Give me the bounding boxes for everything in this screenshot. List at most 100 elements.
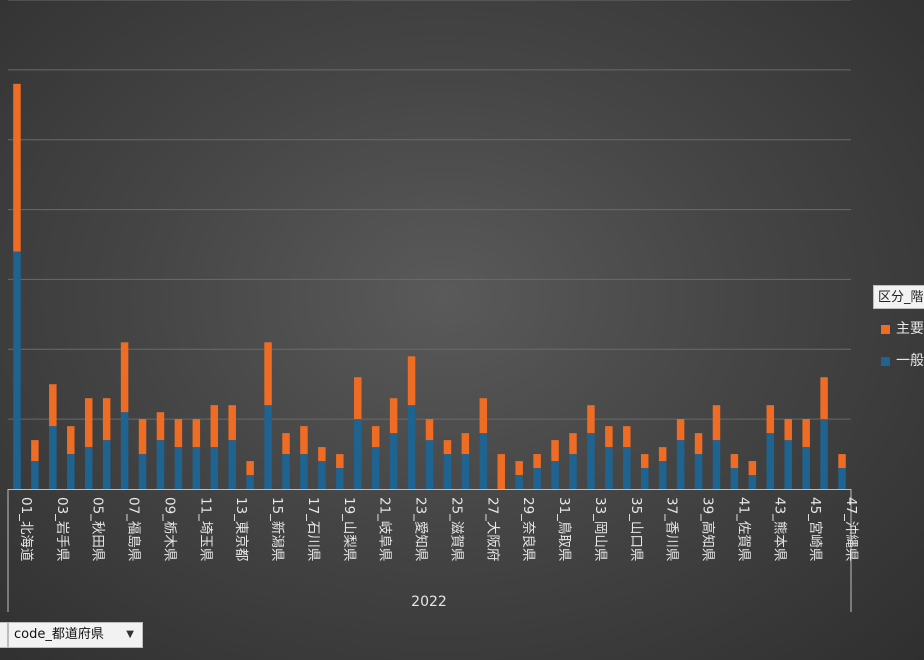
bar-general-41_佐賀県[interactable] — [730, 468, 739, 489]
bar-general-12_千葉県[interactable] — [210, 447, 219, 489]
bar-major-28_兵庫県[interactable] — [497, 454, 505, 489]
bar-general-17_石川県[interactable] — [300, 454, 308, 489]
filter-field-button-left[interactable] — [0, 622, 8, 648]
bar-major-39_高知県[interactable] — [694, 433, 703, 455]
bar-major-45_宮崎県[interactable] — [802, 419, 810, 448]
bar-general-06_山形県[interactable] — [102, 440, 111, 489]
bar-general-44_大分県[interactable] — [784, 440, 792, 489]
bar-major-22_静岡県[interactable] — [389, 398, 398, 434]
bar-major-21_岐阜県[interactable] — [371, 426, 380, 448]
x-tick-label: 05_秋田県 — [90, 497, 106, 561]
bar-general-38_愛媛県[interactable] — [676, 440, 685, 489]
bar-general-05_秋田県[interactable] — [84, 447, 93, 489]
bar-general-25_滋賀県[interactable] — [443, 454, 452, 489]
bar-general-29_奈良県[interactable] — [515, 475, 523, 489]
bar-general-03_岩手県[interactable] — [49, 426, 57, 489]
bar-major-07_福島県[interactable] — [120, 342, 129, 413]
bar-general-09_栃木県[interactable] — [156, 440, 165, 489]
bar-major-09_栃木県[interactable] — [156, 412, 165, 441]
bar-general-01_北海道[interactable] — [13, 251, 21, 489]
bar-major-44_大分県[interactable] — [784, 419, 792, 441]
bar-general-02_青森県[interactable] — [31, 461, 39, 489]
bar-major-10_群馬県[interactable] — [174, 419, 183, 448]
bar-major-18_福井県[interactable] — [318, 447, 326, 462]
bar-major-29_奈良県[interactable] — [515, 461, 523, 476]
bar-general-19_山梨県[interactable] — [336, 468, 344, 489]
bar-general-30_和歌山県[interactable] — [533, 468, 541, 489]
bar-major-24_三重県[interactable] — [425, 419, 434, 441]
bar-general-07_福島県[interactable] — [120, 412, 129, 489]
bar-major-38_愛媛県[interactable] — [676, 419, 685, 441]
bar-general-35_山口県[interactable] — [623, 447, 631, 489]
bar-general-26_京都府[interactable] — [461, 454, 470, 489]
bar-general-24_三重県[interactable] — [425, 440, 434, 489]
bar-general-45_宮崎県[interactable] — [802, 447, 810, 489]
legend-title[interactable]: 区分_階 — [873, 285, 924, 309]
x-tick-label: 15_新潟県 — [269, 497, 285, 561]
bar-general-14_神奈川県[interactable] — [246, 475, 254, 489]
bar-general-36_徳島県[interactable] — [640, 468, 649, 489]
bar-general-33_岡山県[interactable] — [587, 433, 595, 489]
x-tick-label: 27_大阪府 — [484, 497, 500, 561]
bar-major-20_長野県[interactable] — [354, 377, 362, 420]
bar-major-37_香川県[interactable] — [658, 447, 667, 462]
bar-major-42_長崎県[interactable] — [748, 461, 757, 476]
bar-major-19_山梨県[interactable] — [336, 454, 344, 469]
bar-general-43_熊本県[interactable] — [766, 433, 775, 489]
bar-major-03_岩手県[interactable] — [49, 384, 57, 427]
bar-major-01_北海道[interactable] — [13, 83, 21, 252]
bar-general-34_広島県[interactable] — [605, 447, 613, 489]
bar-general-40_福岡県[interactable] — [712, 440, 721, 489]
bar-major-36_徳島県[interactable] — [640, 454, 649, 469]
bar-major-23_愛知県[interactable] — [407, 356, 416, 406]
bar-major-41_佐賀県[interactable] — [730, 454, 739, 469]
bar-general-16_富山県[interactable] — [282, 454, 290, 489]
bar-major-15_新潟県[interactable] — [264, 342, 272, 406]
bar-general-32_島根県[interactable] — [569, 454, 577, 489]
bar-major-27_大阪府[interactable] — [479, 398, 488, 434]
bar-major-16_富山県[interactable] — [282, 433, 290, 455]
bar-general-21_岐阜県[interactable] — [371, 447, 380, 489]
bar-general-08_茨城県[interactable] — [138, 454, 147, 489]
x-tick-label: 45_宮崎県 — [807, 497, 823, 561]
bar-major-12_千葉県[interactable] — [210, 405, 219, 448]
bar-general-39_高知県[interactable] — [694, 454, 703, 489]
bar-major-46_鹿児島県[interactable] — [820, 377, 828, 420]
bar-major-25_滋賀県[interactable] — [443, 440, 452, 455]
bar-major-47_沖縄県[interactable] — [838, 454, 846, 469]
bar-major-26_京都府[interactable] — [461, 433, 470, 455]
bar-general-42_長崎県[interactable] — [748, 475, 757, 489]
bar-general-31_鳥取県[interactable] — [551, 461, 559, 489]
bar-general-27_大阪府[interactable] — [479, 433, 488, 489]
bar-major-13_東京都[interactable] — [228, 405, 236, 441]
bar-major-40_福岡県[interactable] — [712, 405, 721, 441]
bar-major-34_広島県[interactable] — [605, 426, 613, 448]
bar-general-20_長野県[interactable] — [354, 419, 362, 489]
bar-general-46_鹿児島県[interactable] — [820, 419, 828, 489]
bar-major-31_鳥取県[interactable] — [551, 440, 559, 462]
bar-major-32_島根県[interactable] — [569, 433, 577, 455]
bar-general-18_福井県[interactable] — [318, 461, 326, 489]
field-button-code-prefecture[interactable]: code_都道府県 ▼ — [8, 622, 143, 648]
bar-major-17_石川県[interactable] — [300, 426, 308, 455]
bar-major-43_熊本県[interactable] — [766, 405, 775, 434]
bar-general-10_群馬県[interactable] — [174, 447, 183, 489]
bar-major-08_茨城県[interactable] — [138, 419, 147, 455]
bar-major-33_岡山県[interactable] — [587, 405, 595, 434]
bar-general-11_埼玉県[interactable] — [192, 447, 201, 489]
bar-major-35_山口県[interactable] — [623, 426, 631, 448]
bar-major-02_青森県[interactable] — [31, 440, 39, 462]
bar-general-22_静岡県[interactable] — [389, 433, 398, 489]
bar-general-13_東京都[interactable] — [228, 440, 236, 489]
bar-major-05_秋田県[interactable] — [84, 398, 93, 448]
bar-general-15_新潟県[interactable] — [264, 405, 272, 489]
bar-major-06_山形県[interactable] — [102, 398, 111, 441]
bar-general-47_沖縄県[interactable] — [838, 468, 846, 489]
bar-major-11_埼玉県[interactable] — [192, 419, 201, 448]
bar-general-23_愛知県[interactable] — [407, 405, 416, 489]
bar-general-37_香川県[interactable] — [658, 461, 667, 489]
bar-major-30_和歌山県[interactable] — [533, 454, 541, 469]
bar-major-14_神奈川県[interactable] — [246, 461, 254, 476]
bar-general-04_宮城県[interactable] — [67, 454, 75, 489]
bar-major-04_宮城県[interactable] — [67, 426, 75, 455]
